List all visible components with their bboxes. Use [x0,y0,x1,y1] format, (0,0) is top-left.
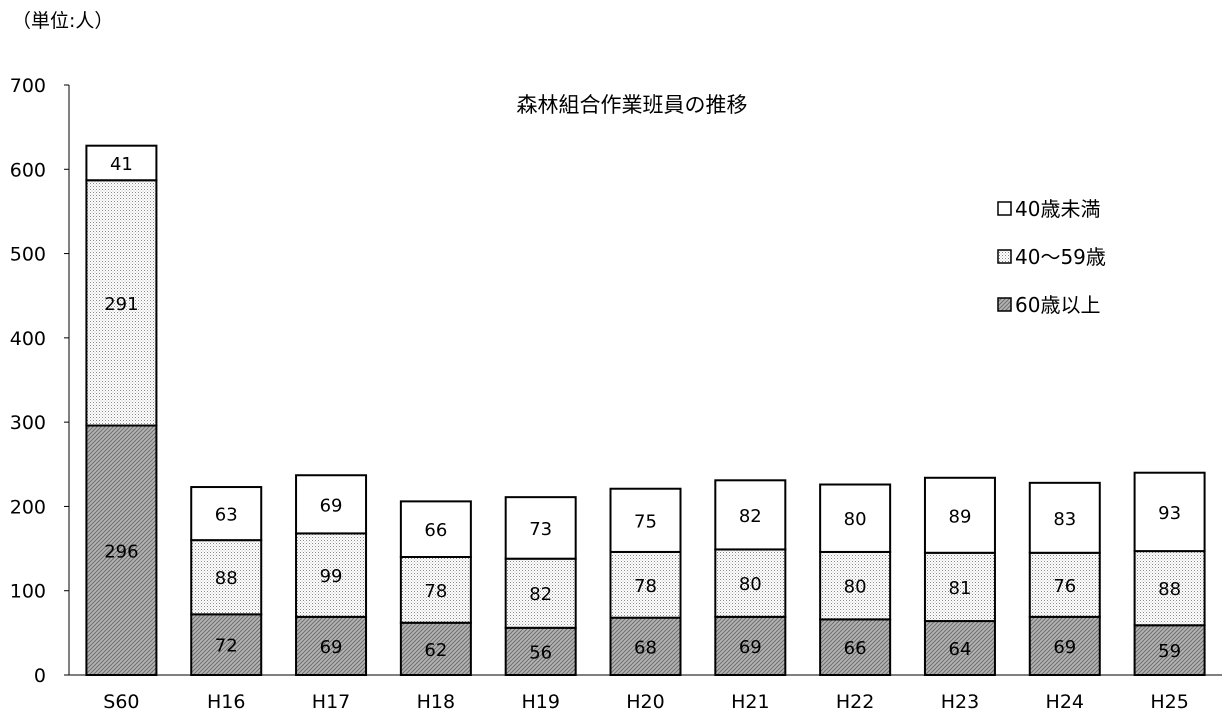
x-tick-label: H19 [521,691,559,713]
legend-label: 60歳以上 [1015,293,1100,317]
bar-segment [399,556,472,624]
x-tick-label: S60 [103,691,139,713]
legend-label: 40歳未満 [1015,197,1100,221]
data-label: 82 [739,506,762,527]
data-label: 56 [529,642,552,663]
data-label: 62 [424,640,447,661]
x-tick-label: H20 [626,691,664,713]
data-label: 69 [739,637,762,658]
bar-segment [190,539,263,616]
data-label: 76 [1053,576,1076,597]
bar-segment [399,621,472,676]
data-label: 72 [215,636,238,657]
data-label: 83 [1053,509,1076,530]
legend-label: 40～59歳 [1015,245,1106,269]
data-label: 63 [215,505,238,526]
data-label: 80 [739,574,762,595]
data-label: 69 [1053,637,1076,658]
y-tick-label: 400 [10,328,46,350]
data-label: 99 [320,566,343,587]
data-label: 41 [110,154,133,175]
data-label: 80 [844,577,867,598]
bar-segment [714,548,787,618]
data-label: 78 [424,581,447,602]
data-label: 73 [529,519,552,540]
x-tick-label: H22 [836,691,874,713]
data-label: 291 [104,294,138,315]
bar-segment [85,424,158,676]
legend-swatch [997,249,1012,264]
x-tick-label: H21 [731,691,769,713]
y-tick-label: 100 [10,581,46,603]
unit-label: （単位:人） [12,10,114,32]
y-tick-label: 600 [10,159,46,181]
bar-segment [1028,481,1101,554]
y-tick-label: 700 [10,75,46,97]
bar-segment [819,618,892,676]
legend-swatch [997,201,1012,216]
bar-segment [819,483,892,553]
y-tick-label: 500 [10,244,46,266]
bar-segment [609,487,682,553]
data-label: 64 [949,639,972,660]
bar-segment [1133,550,1206,627]
bar-segment [923,476,996,554]
bar-segment [1133,624,1206,676]
data-label: 69 [320,637,343,658]
bar-segment [85,144,158,182]
data-label: 82 [529,584,552,605]
x-tick-label: H16 [207,691,245,713]
data-label: 93 [1158,503,1181,524]
y-tick-label: 200 [10,496,46,518]
bar-segment [504,626,577,676]
x-tick-label: H24 [1046,691,1084,713]
bar-segment [504,496,577,560]
data-label: 296 [104,541,138,562]
x-tick-label: H25 [1150,691,1188,713]
legend-swatch [997,297,1012,312]
bar-segment [923,551,996,623]
data-label: 68 [634,637,657,658]
bar-segment [399,500,472,558]
x-tick-label: H23 [941,691,979,713]
bar-segment [504,557,577,629]
data-label: 88 [215,568,238,589]
data-label: 78 [634,576,657,597]
data-label: 59 [1158,641,1181,662]
bar-segment [1133,471,1206,553]
data-label: 66 [424,520,447,541]
bar-segment [1028,551,1101,618]
data-label: 66 [844,638,867,659]
bar-segment [609,616,682,677]
y-tick-label: 300 [10,412,46,434]
data-label: 81 [949,578,972,599]
bar-segment [190,486,263,542]
data-label: 88 [1158,579,1181,600]
bar-segment [190,613,263,676]
bar-segment [295,615,368,676]
data-label: 69 [320,495,343,516]
bar-segment [609,550,682,619]
chart-title: 森林組合作業班員の推移 [517,93,748,117]
bar-segment [85,179,158,427]
data-label: 80 [844,509,867,530]
x-tick-label: H17 [312,691,350,713]
data-label: 89 [949,506,972,527]
x-tick-label: H18 [417,691,455,713]
bar-segment [295,474,368,535]
bar-segment [714,479,787,551]
y-tick-label: 0 [34,665,46,687]
data-label: 75 [634,511,657,532]
